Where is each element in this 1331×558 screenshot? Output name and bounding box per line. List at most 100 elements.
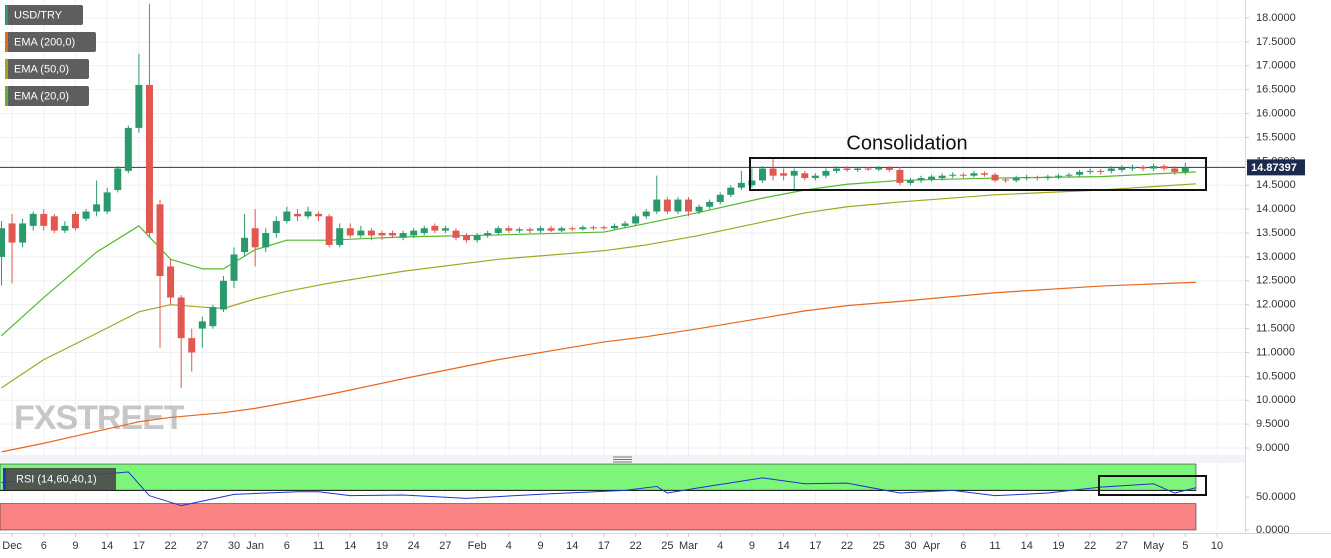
candle-body bbox=[1076, 171, 1084, 175]
candle-body bbox=[1150, 166, 1158, 169]
candle-body bbox=[611, 225, 619, 229]
last-price-box bbox=[1247, 159, 1305, 176]
candle-body bbox=[367, 230, 375, 236]
candle-body bbox=[473, 235, 481, 241]
candle-body bbox=[875, 168, 883, 170]
candle-body bbox=[378, 233, 386, 236]
candle-body bbox=[854, 168, 862, 170]
rsi-lower-zone bbox=[0, 503, 1197, 531]
candle-body bbox=[621, 223, 629, 226]
x-tick-label: 27 bbox=[196, 540, 208, 552]
rsi-zones bbox=[0, 463, 1197, 531]
rsi-y-tick-label: 50.0000 bbox=[1256, 491, 1296, 503]
consolidation-box bbox=[749, 157, 1207, 191]
x-tick-label: 5 bbox=[1182, 540, 1188, 552]
x-tick-label: 19 bbox=[376, 540, 388, 552]
x-tick-label: Feb bbox=[468, 540, 487, 552]
candle-body bbox=[843, 168, 851, 170]
candle-body bbox=[399, 233, 407, 238]
x-tick-label: 10 bbox=[1211, 540, 1223, 552]
y-tick-label: 10.5000 bbox=[1256, 370, 1296, 382]
candle-body bbox=[906, 180, 914, 183]
candle-body bbox=[1118, 167, 1126, 170]
x-tick-label: 25 bbox=[873, 540, 885, 552]
candle-body bbox=[431, 225, 439, 231]
x-tick-label: 25 bbox=[661, 540, 673, 552]
x-tick-label: 9 bbox=[749, 540, 755, 552]
candle-body bbox=[1107, 168, 1115, 171]
candle-body bbox=[737, 182, 745, 188]
y-tick-label: 10.0000 bbox=[1256, 394, 1296, 406]
rsi-box bbox=[1098, 475, 1207, 496]
y-tick-label: 16.0000 bbox=[1256, 107, 1296, 119]
candle-body bbox=[177, 297, 185, 339]
candle-body bbox=[188, 338, 196, 353]
candle-body bbox=[124, 127, 132, 171]
x-tick-label: 11 bbox=[313, 540, 324, 552]
candle-body bbox=[410, 230, 418, 236]
candle-body bbox=[357, 230, 365, 236]
legend-label-box bbox=[5, 32, 96, 52]
candle-body bbox=[19, 223, 27, 243]
x-tick-label: 14 bbox=[101, 540, 113, 552]
rsi-upper-zone bbox=[0, 463, 1197, 491]
candle-body bbox=[1023, 177, 1031, 179]
overlay-lines bbox=[0, 166, 1245, 453]
x-tick-label: 6 bbox=[960, 540, 966, 552]
candle-body bbox=[1054, 175, 1062, 177]
candle-body bbox=[135, 84, 143, 128]
x-tick-label: 14 bbox=[1021, 540, 1033, 552]
candle-body bbox=[1065, 174, 1073, 176]
candle-body bbox=[219, 280, 227, 310]
candle-body bbox=[283, 211, 291, 222]
candle-body bbox=[251, 228, 259, 248]
x-tick-label: 14 bbox=[566, 540, 578, 552]
candle-body bbox=[832, 168, 840, 171]
y-tick-label: 13.0000 bbox=[1256, 251, 1296, 263]
x-tick-label: 4 bbox=[506, 540, 512, 552]
legend-label: EMA (20,0) bbox=[14, 90, 69, 102]
candle-body bbox=[1097, 170, 1105, 172]
candle-body bbox=[526, 229, 534, 231]
candle-body bbox=[769, 168, 777, 176]
candle-body bbox=[494, 228, 502, 234]
x-tick-label: 14 bbox=[778, 540, 790, 552]
candle-body bbox=[198, 321, 206, 329]
legend-label: USD/TRY bbox=[14, 9, 63, 21]
x-tick-label: 17 bbox=[133, 540, 145, 552]
candle-body bbox=[315, 213, 323, 217]
x-tick-label: 14 bbox=[344, 540, 356, 552]
candles bbox=[0, 3, 1189, 389]
rsi-line bbox=[1, 471, 1196, 507]
candle-body bbox=[0, 228, 5, 257]
candle-body bbox=[600, 227, 608, 229]
candle-body bbox=[1139, 167, 1147, 169]
x-tick-label: 22 bbox=[630, 540, 642, 552]
ema-line bbox=[1, 281, 1196, 453]
candle-body bbox=[822, 170, 830, 176]
candle-body bbox=[790, 170, 798, 176]
candle-body bbox=[537, 228, 545, 231]
candle-body bbox=[748, 180, 756, 186]
legend-label-swatch bbox=[5, 32, 8, 52]
candle-body bbox=[336, 228, 344, 245]
x-tick-label: 22 bbox=[164, 540, 176, 552]
y-tick-label: 11.0000 bbox=[1256, 346, 1295, 358]
rsi-legend-label: RSI (14,60,40,1) bbox=[16, 473, 97, 485]
y-tick-label: 9.0000 bbox=[1256, 442, 1290, 454]
candle-body bbox=[515, 229, 523, 231]
candle-body bbox=[864, 168, 872, 170]
candle-body bbox=[1181, 167, 1189, 172]
candle-body bbox=[420, 228, 428, 234]
candle-body bbox=[1033, 177, 1041, 179]
legend-label-box bbox=[5, 59, 89, 79]
rsi-legend-box bbox=[3, 468, 116, 490]
rsi-y-tick-label: 0.0000 bbox=[1256, 524, 1290, 536]
y-tick-label: 17.5000 bbox=[1256, 36, 1296, 48]
candle-body bbox=[61, 225, 69, 231]
candle-body bbox=[262, 233, 270, 248]
x-tick-label: 17 bbox=[598, 540, 610, 552]
candle-body bbox=[811, 175, 819, 179]
candle-body bbox=[103, 192, 111, 212]
candle-body bbox=[346, 228, 354, 236]
